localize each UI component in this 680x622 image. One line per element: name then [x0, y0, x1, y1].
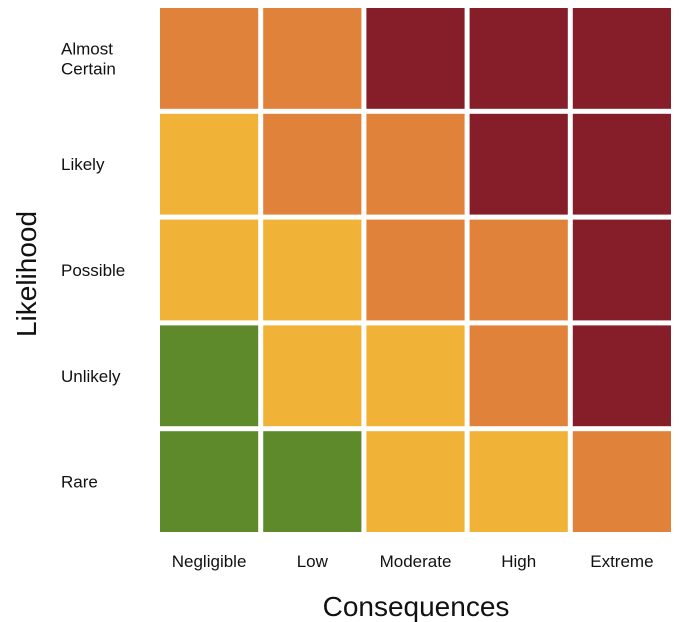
heatmap-cell-r2-c1-yellow [160, 113, 259, 215]
heatmap-cell-r2-c4-red [469, 113, 568, 215]
heatmap-cell-r3-c2-yellow [263, 219, 362, 321]
x-tick-label-moderate: Moderate [380, 552, 452, 571]
x-tick-labels: Negligible Low Moderate High Extreme [172, 552, 654, 571]
heatmap-cell-r4-c1-green [160, 325, 259, 427]
y-tick-label-rare: Rare [61, 473, 98, 492]
y-tick-label-unlikely: Unlikely [61, 367, 121, 386]
heatmap-cell-r4-c2-yellow [263, 325, 362, 427]
heatmap-cell-r1-c3-red [366, 8, 465, 109]
heatmap-cell-r2-c5-red [572, 113, 671, 215]
heatmap-cell-r1-c5-red [572, 8, 671, 109]
heatmap-cell-r5-c5-orange [572, 431, 671, 532]
heatmap-cell-r1-c1-orange [160, 8, 259, 109]
x-tick-label-extreme: Extreme [590, 552, 653, 571]
heatmap-cell-r3-c1-yellow [160, 219, 259, 321]
heatmap-cell-r2-c3-orange [366, 113, 465, 215]
heatmap-cell-r1-c4-red [469, 8, 568, 109]
heatmap-cell-r5-c3-yellow [366, 431, 465, 532]
heatmap-cell-r5-c1-green [160, 431, 259, 532]
y-tick-label-possible: Possible [61, 261, 125, 280]
heatmap-cell-r1-c2-orange [263, 8, 362, 109]
heatmap-cell-r5-c4-yellow [469, 431, 568, 532]
y-tick-label-almost-certain: Almost Certain [61, 39, 116, 78]
x-tick-label-high: High [501, 552, 536, 571]
y-axis-label: Likelihood [11, 211, 42, 337]
heatmap-cell-r4-c3-yellow [366, 325, 465, 427]
heatmap-cell-r5-c2-green [263, 431, 362, 532]
y-tick-labels: Almost Certain Likely Possible Unlikely Rare [61, 39, 125, 491]
heatmap-cell-r4-c4-orange [469, 325, 568, 427]
heatmap-cell-r3-c4-orange [469, 219, 568, 321]
heatmap-cell-r3-c5-red [572, 219, 671, 321]
y-tick-label-likely: Likely [61, 155, 105, 174]
x-tick-label-negligible: Negligible [172, 552, 247, 571]
heatmap-cell-r4-c5-red [572, 325, 671, 427]
heatmap-cell-r2-c2-orange [263, 113, 362, 215]
x-tick-label-low: Low [297, 552, 329, 571]
heatmap-cell-r3-c3-orange [366, 219, 465, 321]
x-axis-label: Consequences [323, 591, 510, 622]
heatmap-cells [160, 8, 671, 532]
